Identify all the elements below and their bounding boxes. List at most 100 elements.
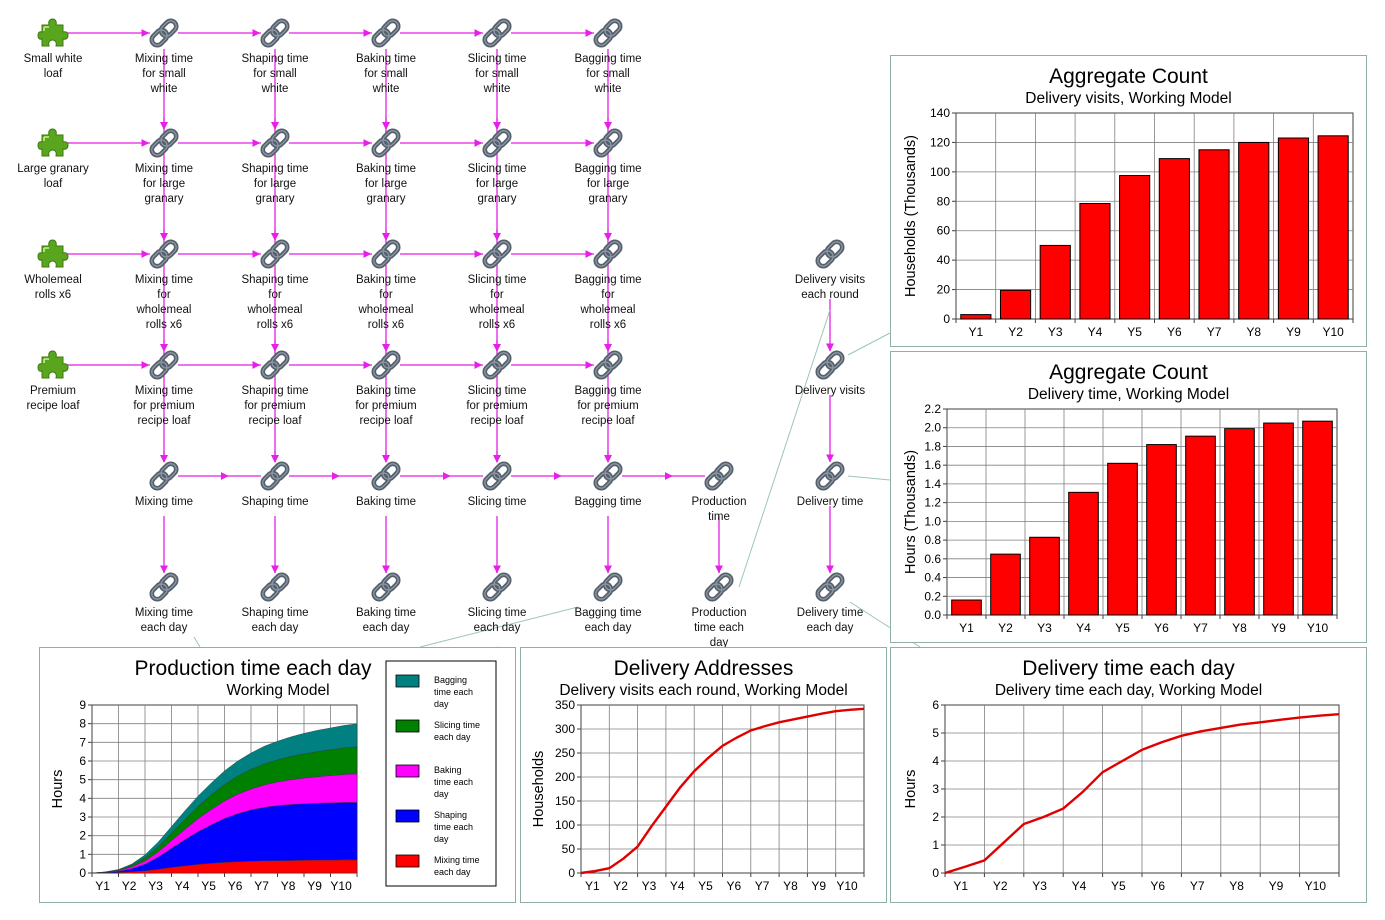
legend-label: day <box>434 699 449 709</box>
node-sli4[interactable]: Slicing time for premium recipe loaf <box>447 348 547 429</box>
bar-Y4[interactable] <box>1068 491 1099 616</box>
node-mix3[interactable]: Mixing time for wholemeal rolls x6 <box>114 237 214 333</box>
node-bak6[interactable]: Baking time each day <box>336 570 436 636</box>
node-bak2[interactable]: Baking time for large granary <box>336 126 436 207</box>
node-dt[interactable]: Delivery time <box>780 459 880 510</box>
chain-link-icon <box>225 16 325 50</box>
legend-label: time each <box>434 822 473 832</box>
node-prod5[interactable]: Production time <box>669 459 769 525</box>
node-sli2[interactable]: Slicing time for large granary <box>447 126 547 207</box>
x-tick-label: Y1 <box>585 879 600 893</box>
bar-Y10[interactable] <box>1317 135 1349 320</box>
chart-panel-delivery-time[interactable]: Aggregate Count Delivery time, Working Mo… <box>890 351 1367 643</box>
bar-Y3[interactable] <box>1039 244 1071 320</box>
node-label: Baking time for wholemeal rolls x6 <box>355 274 417 331</box>
y-tick-label: 0 <box>568 866 575 880</box>
node-sha3[interactable]: Shaping time for wholemeal rolls x6 <box>225 237 325 333</box>
node-sli5[interactable]: Slicing time <box>447 459 547 510</box>
node-label: Small white loaf <box>23 53 83 80</box>
y-tick-label: 80 <box>937 194 951 208</box>
node-dvr[interactable]: Delivery visits each round <box>780 237 880 303</box>
node-bag4[interactable]: Bagging time for premium recipe loaf <box>558 348 658 429</box>
node-prod6[interactable]: Production time each day <box>669 570 769 651</box>
node-bag3[interactable]: Bagging time for wholemeal rolls x6 <box>558 237 658 333</box>
chart-svg: Delivery Addresses Delivery visits each r… <box>531 657 865 893</box>
node-bag1[interactable]: Bagging time for small white <box>558 16 658 97</box>
x-tick-label: Y7 <box>1193 621 1208 635</box>
bar-Y8[interactable] <box>1224 428 1255 616</box>
bar-Y1[interactable] <box>960 314 992 320</box>
node-sli6[interactable]: Slicing time each day <box>447 570 547 636</box>
bar-Y9[interactable] <box>1277 137 1310 320</box>
chain-link-icon <box>336 126 436 160</box>
y-tick-label: 250 <box>555 746 575 760</box>
bar-Y10[interactable] <box>1302 420 1333 616</box>
node-mix6[interactable]: Mixing time each day <box>114 570 214 636</box>
bar-Y5[interactable] <box>1119 175 1151 320</box>
bar-Y4[interactable] <box>1079 202 1111 320</box>
bar-Y7[interactable] <box>1198 149 1230 320</box>
x-tick-label: Y7 <box>1207 325 1222 339</box>
x-tick-label: Y3 <box>1037 621 1052 635</box>
node-mix5[interactable]: Mixing time <box>114 459 214 510</box>
node-sli3[interactable]: Slicing time for wholemeal rolls x6 <box>447 237 547 333</box>
node-sha1[interactable]: Shaping time for small white <box>225 16 325 97</box>
node-bak1[interactable]: Baking time for small white <box>336 16 436 97</box>
node-bag5[interactable]: Bagging time <box>558 459 658 510</box>
node-label: Slicing time for large granary <box>467 163 527 205</box>
chart-panel-production-time[interactable]: Production time each day Working Model 0 1 2… <box>39 647 516 903</box>
chart-panel-delivery-addresses[interactable]: Delivery Addresses Delivery visits each r… <box>520 647 887 903</box>
node-sli1[interactable]: Slicing time for small white <box>447 16 547 97</box>
node-mix1[interactable]: Mixing time for small white <box>114 16 214 97</box>
node-bag2[interactable]: Bagging time for large granary <box>558 126 658 207</box>
node-bag6[interactable]: Bagging time each day <box>558 570 658 636</box>
y-tick-label: 5 <box>932 726 939 740</box>
bar-Y3[interactable] <box>1029 536 1060 616</box>
node-bak5[interactable]: Baking time <box>336 459 436 510</box>
node-mix4[interactable]: Mixing time for premium recipe loaf <box>114 348 214 429</box>
chain-link-icon <box>114 16 214 50</box>
bar-Y2[interactable] <box>990 553 1021 616</box>
x-tick-label: Y6 <box>726 879 741 893</box>
y-tick-label: 6 <box>79 754 86 768</box>
chart-panel-delivery-visits[interactable]: Aggregate Count Delivery visits, Working … <box>890 55 1367 347</box>
node-n_lg[interactable]: Large granary loaf <box>3 126 103 192</box>
node-sha2[interactable]: Shaping time for large granary <box>225 126 325 207</box>
chart-title: Production time each day <box>135 657 372 680</box>
chart-title: Delivery Addresses <box>614 657 794 680</box>
x-tick-label: Y5 <box>1127 325 1142 339</box>
node-sha6[interactable]: Shaping time each day <box>225 570 325 636</box>
node-label: Slicing time for small white <box>467 53 527 95</box>
bar-Y6[interactable] <box>1146 444 1177 616</box>
node-n_pr[interactable]: Premium recipe loaf <box>3 348 103 414</box>
y-tick-label: 4 <box>932 754 939 768</box>
bar-Y8[interactable] <box>1238 141 1270 320</box>
y-axis-label: Hours <box>50 770 66 809</box>
bar-Y1[interactable] <box>951 599 982 616</box>
y-tick-label: 2.2 <box>924 402 941 416</box>
node-dv[interactable]: Delivery visits <box>780 348 880 399</box>
bar-Y5[interactable] <box>1107 462 1138 616</box>
series-line-0[interactable] <box>580 707 865 875</box>
node-dtd[interactable]: Delivery time each day <box>780 570 880 636</box>
node-bak3[interactable]: Baking time for wholemeal rolls x6 <box>336 237 436 333</box>
node-sha4[interactable]: Shaping time for premium recipe loaf <box>225 348 325 429</box>
node-bak4[interactable]: Baking time for premium recipe loaf <box>336 348 436 429</box>
bar-Y6[interactable] <box>1158 158 1190 320</box>
chain-link-icon <box>780 570 880 604</box>
node-n_sw[interactable]: Small white loaf <box>3 16 103 82</box>
bar-Y2[interactable] <box>999 289 1032 320</box>
node-n_wm[interactable]: Wholemeal rolls x6 <box>3 237 103 303</box>
node-sha5[interactable]: Shaping time <box>225 459 325 510</box>
chart-panel-delivery-time-each-day[interactable]: Delivery time each day Delivery time each… <box>890 647 1367 903</box>
y-tick-label: 350 <box>555 698 575 712</box>
node-mix2[interactable]: Mixing time for large granary <box>114 126 214 207</box>
x-tick-label: Y5 <box>1115 621 1130 635</box>
bar-Y7[interactable] <box>1185 435 1216 616</box>
chart-subtitle: Delivery time, Working Model <box>1028 386 1229 403</box>
bar-Y9[interactable] <box>1263 422 1294 616</box>
series-line-0[interactable] <box>944 713 1340 875</box>
x-tick-label: Y6 <box>228 879 243 893</box>
chain-link-icon <box>447 459 547 493</box>
area-series-4[interactable] <box>91 723 358 874</box>
